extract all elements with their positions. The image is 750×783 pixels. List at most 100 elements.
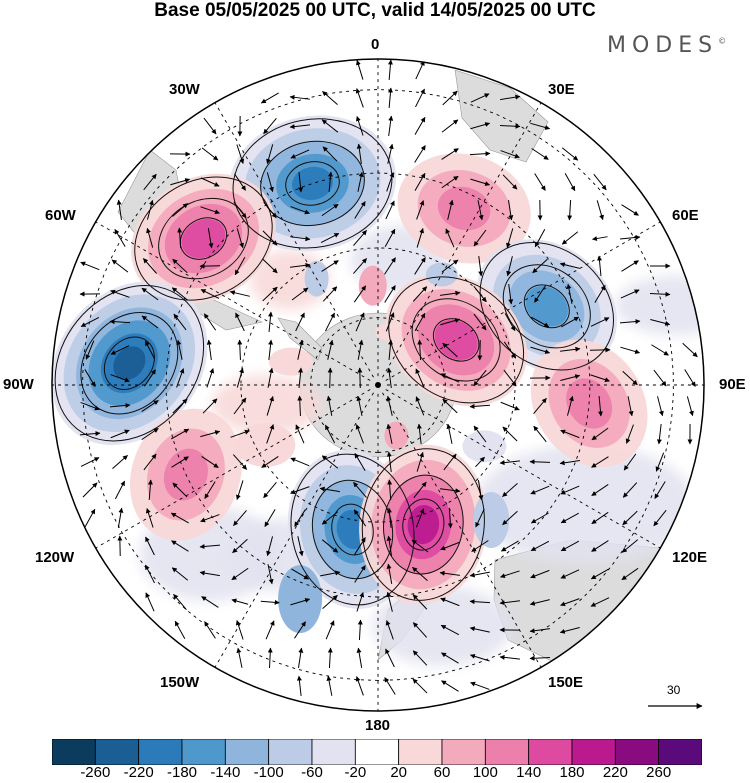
wind-arrow <box>567 199 573 221</box>
wind-arrow <box>354 565 366 583</box>
wind-arrow <box>206 368 215 388</box>
colorbar-tick-label: 140 <box>516 764 542 781</box>
colorbar-tick-label: -20 <box>344 764 367 781</box>
wind-arrow <box>473 425 487 443</box>
wind-arrow <box>262 230 278 246</box>
wind-arrow <box>84 508 96 527</box>
wind-arrow <box>114 228 126 247</box>
wind-arrow <box>414 145 426 163</box>
wind-arrow <box>386 563 393 584</box>
wind-arrow <box>321 203 339 217</box>
wind-arrow <box>439 570 460 576</box>
wind-arrow <box>387 143 394 164</box>
wind-arrow <box>441 680 459 692</box>
wind-arrow <box>110 374 130 383</box>
wind-arrow <box>85 340 95 360</box>
wind-arrow <box>386 423 393 444</box>
wind-arrow <box>177 227 183 249</box>
wind-arrow <box>412 622 428 638</box>
wind-arrow <box>560 346 581 352</box>
lon-label-90w: 90W <box>3 376 34 393</box>
wind-arrow <box>621 539 639 553</box>
colorbar <box>52 739 702 765</box>
wind-arrow <box>297 339 304 360</box>
africa <box>454 69 549 163</box>
contour-line <box>232 118 393 249</box>
wind-arrow <box>235 480 244 501</box>
wind-arrow <box>144 340 156 360</box>
wind-arrow <box>356 647 363 668</box>
wind-arrow <box>443 453 457 471</box>
wind-arrow <box>173 313 187 331</box>
wind-arrow <box>233 173 247 191</box>
wind-arrow <box>172 203 188 217</box>
wind-arrow <box>619 234 641 240</box>
wind-arrow <box>473 285 487 303</box>
wind-arrow <box>112 455 128 469</box>
wind-arrow <box>355 424 364 444</box>
wind-arrow <box>204 481 216 499</box>
colorbar-swatch <box>181 739 226 765</box>
wind-arrow <box>80 316 100 328</box>
wind-arrow <box>656 424 662 445</box>
wind-arrow <box>625 424 634 444</box>
colorbar-swatch <box>658 739 702 765</box>
wind-arrow <box>268 311 274 333</box>
wind-arrow <box>386 172 395 192</box>
wind-arrow <box>682 342 698 358</box>
wind-arrow <box>234 257 246 276</box>
wind-arrow <box>357 339 364 360</box>
wind-arrow <box>529 599 550 606</box>
wind-arrow <box>322 91 338 105</box>
wind-arrow <box>470 93 490 103</box>
wind-arrow <box>384 228 396 247</box>
wind-arrow <box>176 339 183 360</box>
colorbar-tick-label: 220 <box>602 764 628 781</box>
wind-arrow <box>290 236 311 242</box>
wind-arrow <box>591 511 609 525</box>
wind-arrow <box>117 507 124 528</box>
contour-line <box>402 498 445 551</box>
wind-arrow <box>289 124 310 130</box>
wind-arrow <box>386 535 393 556</box>
wind-arrow <box>473 369 487 387</box>
wind-arrow <box>260 92 279 104</box>
wind-arrow <box>356 395 363 416</box>
wind-arrow <box>441 119 459 133</box>
wind-arrow <box>80 401 100 411</box>
colorbar-swatch <box>94 739 140 765</box>
wind-arrow <box>203 313 217 331</box>
wind-arrow <box>294 621 306 639</box>
wind-arrow <box>414 172 426 191</box>
wind-arrow <box>534 285 546 303</box>
wind-arrow <box>415 508 425 528</box>
wind-arrow <box>620 346 641 354</box>
wind-arrow <box>442 398 458 414</box>
wind-arrow <box>506 256 513 277</box>
wind-arrow <box>388 339 394 361</box>
wind-arrow <box>267 647 273 669</box>
colorbar-tick-label: -140 <box>210 764 241 781</box>
colorbar-tick-label: -180 <box>166 764 198 781</box>
latitude-circle <box>82 89 674 681</box>
contour-line <box>382 474 464 575</box>
wind-arrow <box>141 400 159 412</box>
wind-arrow <box>412 286 428 302</box>
wind-arrow <box>473 229 487 247</box>
wind-arrow <box>560 540 580 552</box>
wind-arrow <box>111 259 129 273</box>
anomaly-cell <box>437 186 491 231</box>
wind-arrow <box>173 593 187 610</box>
wind-arrow <box>502 426 518 442</box>
wind-arrow <box>357 171 364 192</box>
wind-arrow <box>263 481 277 499</box>
wind-arrow <box>529 655 551 661</box>
wind-arrow <box>559 460 580 466</box>
modes-logo: MODES© <box>607 33 727 58</box>
wind-arrow <box>82 482 98 498</box>
wind-arrow <box>621 567 639 581</box>
wind-arrow <box>263 117 277 135</box>
wind-arrow <box>145 564 155 584</box>
wind-arrow <box>386 591 393 612</box>
wind-arrow <box>268 339 274 360</box>
